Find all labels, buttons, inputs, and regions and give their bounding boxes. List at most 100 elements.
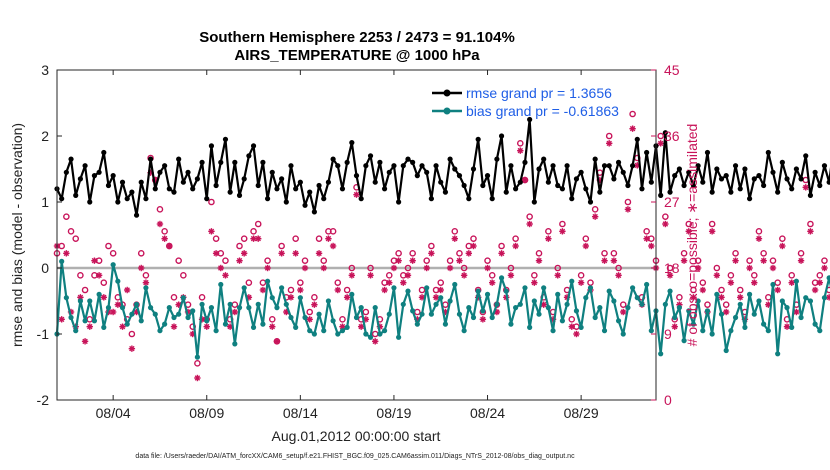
- bias-point: [410, 308, 416, 314]
- y-tick-label: -2: [37, 392, 50, 408]
- obs-possible-point: [339, 316, 346, 323]
- bias-point: [82, 318, 88, 324]
- obs-assimilated-point: [343, 294, 351, 301]
- obs-possible-point: [615, 264, 622, 272]
- obs-assimilated-point: [329, 242, 337, 250]
- rmse-point: [742, 166, 748, 172]
- bias-point: [143, 285, 149, 291]
- obs-assimilated-point: [91, 257, 98, 264]
- bias-point: [274, 305, 280, 311]
- y-tick-label: 3: [41, 62, 49, 78]
- rmse-point: [119, 179, 126, 185]
- obs-possible-point: [306, 308, 314, 316]
- bias-point: [400, 301, 406, 307]
- rmse-point: [344, 159, 350, 165]
- rmse-point: [737, 186, 743, 192]
- bias-point: [372, 305, 378, 311]
- obs-possible-point: [245, 279, 253, 286]
- obs-assimilated-point: [428, 250, 435, 257]
- rmse-point: [765, 149, 771, 156]
- bias-point: [803, 295, 809, 301]
- rmse-point: [606, 163, 612, 169]
- rmse-point: [517, 179, 523, 185]
- obs-assimilated-point: [470, 242, 477, 250]
- obs-possible-point: [77, 272, 84, 279]
- obs-assimilated-point: [760, 257, 767, 264]
- obs-possible-point: [222, 257, 229, 264]
- rmse-point: [68, 156, 74, 162]
- y-tick-label: -1: [37, 326, 50, 342]
- y2-tick-label: 0: [664, 392, 672, 408]
- obs-possible-point: [240, 235, 248, 242]
- rmse-point: [260, 159, 266, 165]
- rmse-point: [87, 199, 93, 205]
- bias-point: [550, 328, 556, 334]
- y2-tick-label: 45: [664, 62, 680, 78]
- obs-assimilated-point: [559, 228, 566, 235]
- rmse-point: [531, 199, 537, 205]
- obs-possible-point: [428, 242, 435, 250]
- rmse-point: [124, 196, 130, 202]
- bias-point: [765, 328, 771, 334]
- bias-point: [775, 351, 781, 357]
- rmse-point: [452, 166, 458, 172]
- rmse-point: [644, 149, 650, 156]
- obs-assimilated-point: [456, 257, 463, 264]
- rmse-point: [442, 189, 449, 195]
- obs-assimilated-point: [657, 140, 664, 147]
- obs-possible-point: [142, 272, 150, 279]
- rmse-point: [77, 176, 83, 182]
- obs-assimilated-layer: [53, 125, 830, 382]
- obs-possible-point: [591, 206, 599, 213]
- bias-point: [227, 301, 233, 307]
- rmse-point: [138, 179, 144, 185]
- obs-possible-point: [676, 294, 683, 301]
- bias-point: [503, 288, 509, 294]
- bias-point: [166, 305, 172, 311]
- obs-assimilated-point: [138, 264, 145, 272]
- obs-assimilated-point: [226, 323, 234, 330]
- bias-point: [461, 328, 467, 334]
- bias-point: [812, 321, 818, 327]
- rmse-point: [667, 189, 673, 195]
- obs-possible-point: [516, 140, 524, 147]
- rmse-point: [494, 156, 500, 162]
- bias-point: [311, 331, 317, 337]
- obs-possible-point: [404, 264, 412, 272]
- rmse-point: [821, 163, 828, 169]
- rmse-point: [498, 133, 505, 139]
- chart-subtitle: AIRS_TEMPERATURE @ 1000 hPa: [234, 47, 480, 64]
- obs-possible-point: [446, 257, 454, 264]
- bias-point: [264, 278, 271, 284]
- rmse-point: [105, 182, 112, 189]
- obs-assimilated-point: [615, 272, 622, 279]
- rmse-point: [410, 159, 416, 165]
- rmse-point: [709, 189, 715, 195]
- bias-point: [615, 318, 622, 324]
- obs-possible-point: [311, 294, 318, 301]
- obs-assimilated-point: [222, 272, 229, 279]
- bias-point: [185, 314, 191, 321]
- rmse-point: [353, 173, 360, 179]
- legend-bias-marker: [443, 107, 451, 115]
- rmse-point: [176, 156, 182, 162]
- bias-point: [269, 295, 275, 301]
- rmse-point: [578, 169, 584, 175]
- bias-point: [419, 311, 425, 317]
- rmse-point: [545, 179, 551, 185]
- bias-point: [587, 285, 594, 291]
- bias-point: [162, 321, 168, 327]
- obs-possible-point: [320, 257, 328, 264]
- bias-point: [737, 301, 743, 307]
- obs-assimilated-point: [320, 264, 327, 272]
- obs-assimilated-point: [811, 286, 819, 294]
- bias-point: [531, 298, 537, 304]
- obs-possible-point: [694, 257, 702, 264]
- bias-point: [157, 328, 163, 334]
- obs-assimilated-point: [545, 235, 552, 242]
- legend-bias-label: bias grand pr = -0.61863: [466, 103, 619, 119]
- obs-assimilated-point: [769, 264, 777, 272]
- obs-possible-point: [760, 250, 767, 257]
- obs-assimilated-point: [236, 257, 243, 264]
- obs-assimilated-point: [479, 316, 487, 323]
